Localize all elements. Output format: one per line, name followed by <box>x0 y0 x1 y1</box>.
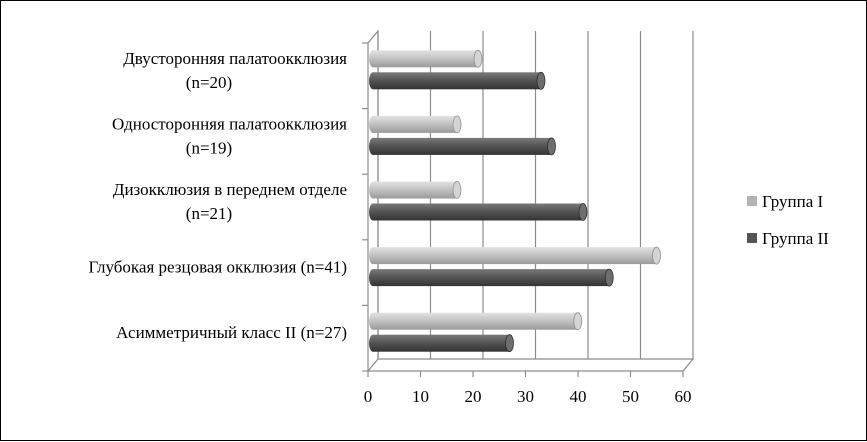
bar <box>369 115 462 134</box>
bar <box>369 268 614 287</box>
category-label-line: (n=20) <box>186 73 232 92</box>
x-tick-label: 10 <box>412 387 429 406</box>
bar <box>369 312 583 331</box>
bar <box>369 181 462 199</box>
bar-base <box>369 72 377 90</box>
bar-base <box>369 137 377 155</box>
bar <box>369 49 483 68</box>
bar-cap <box>604 268 614 287</box>
legend-label: Группа I <box>762 192 824 211</box>
tick-labels: 0 10 20 30 40 50 60 <box>364 387 692 406</box>
bar-cap <box>578 203 588 221</box>
bar-cap <box>536 71 546 90</box>
bar <box>369 246 661 265</box>
x-tick-label: 60 <box>675 387 692 406</box>
bar <box>369 71 546 90</box>
bar-cap <box>473 49 483 68</box>
bar <box>369 334 514 353</box>
category-label-line: (n=19) <box>186 138 232 157</box>
bar-base <box>369 334 377 352</box>
bar-body <box>373 181 457 199</box>
x-tick-label: 30 <box>517 387 534 406</box>
legend-item: Группа II <box>747 229 829 248</box>
bar-body <box>373 312 578 330</box>
bar-base <box>369 312 377 330</box>
category-label: Односторонняя палатоокклюзия (n=19) <box>112 114 347 157</box>
bar <box>369 203 588 221</box>
legend-item: Группа I <box>747 192 824 211</box>
bar-base <box>369 115 377 133</box>
bar-body <box>373 115 457 133</box>
bar-body <box>373 203 583 221</box>
category-label-line: Асимметричный класс II (n=27) <box>116 323 347 342</box>
bar-base <box>369 247 377 265</box>
bar-cap <box>505 334 514 353</box>
legend-swatch <box>747 233 757 243</box>
category-label-line: Глубокая резцовая окклюзия (n=41) <box>88 258 347 277</box>
legend-label: Группа II <box>762 229 829 248</box>
floor <box>366 358 695 372</box>
bar-cap <box>452 181 462 199</box>
bar-base <box>369 203 377 221</box>
category-label-line: Двусторонняя палатоокклюзия <box>123 49 347 68</box>
bar-cap <box>452 115 462 134</box>
bar-body <box>373 334 510 352</box>
bar-cap <box>573 312 583 331</box>
bar <box>369 137 556 156</box>
x-tick-label: 20 <box>465 387 482 406</box>
category-label-line: (n=21) <box>186 204 232 223</box>
bar-body <box>373 72 541 90</box>
category-labels: Двусторонняя палатоокклюзия (n=20) Односто… <box>88 49 347 342</box>
category-label: Дизокклюзия в переднем отделе (n=21) <box>113 180 347 223</box>
category-label-line: Дизокклюзия в переднем отделе <box>113 180 347 199</box>
bar-base <box>369 181 377 199</box>
legend-swatch <box>747 196 757 206</box>
category-label-line: Односторонняя палатоокклюзия <box>112 114 347 133</box>
bar-body <box>373 247 657 265</box>
legend: Группа I Группа II <box>747 192 829 248</box>
x-tick-label: 0 <box>364 387 373 406</box>
category-label: Глубокая резцовая окклюзия (n=41) <box>88 258 347 277</box>
bar-base <box>369 50 377 68</box>
bars <box>369 49 661 353</box>
bar-base <box>369 269 377 287</box>
x-tick-label: 50 <box>622 387 639 406</box>
bar-cap <box>547 137 556 156</box>
bar-body <box>373 137 552 155</box>
x-tick-label: 40 <box>570 387 587 406</box>
category-label: Асимметричный класс II (n=27) <box>116 323 347 342</box>
bar-body <box>373 50 478 68</box>
bar-body <box>373 269 610 287</box>
category-label: Двусторонняя палатоокклюзия (n=20) <box>123 49 347 92</box>
bar-cap <box>652 246 661 265</box>
